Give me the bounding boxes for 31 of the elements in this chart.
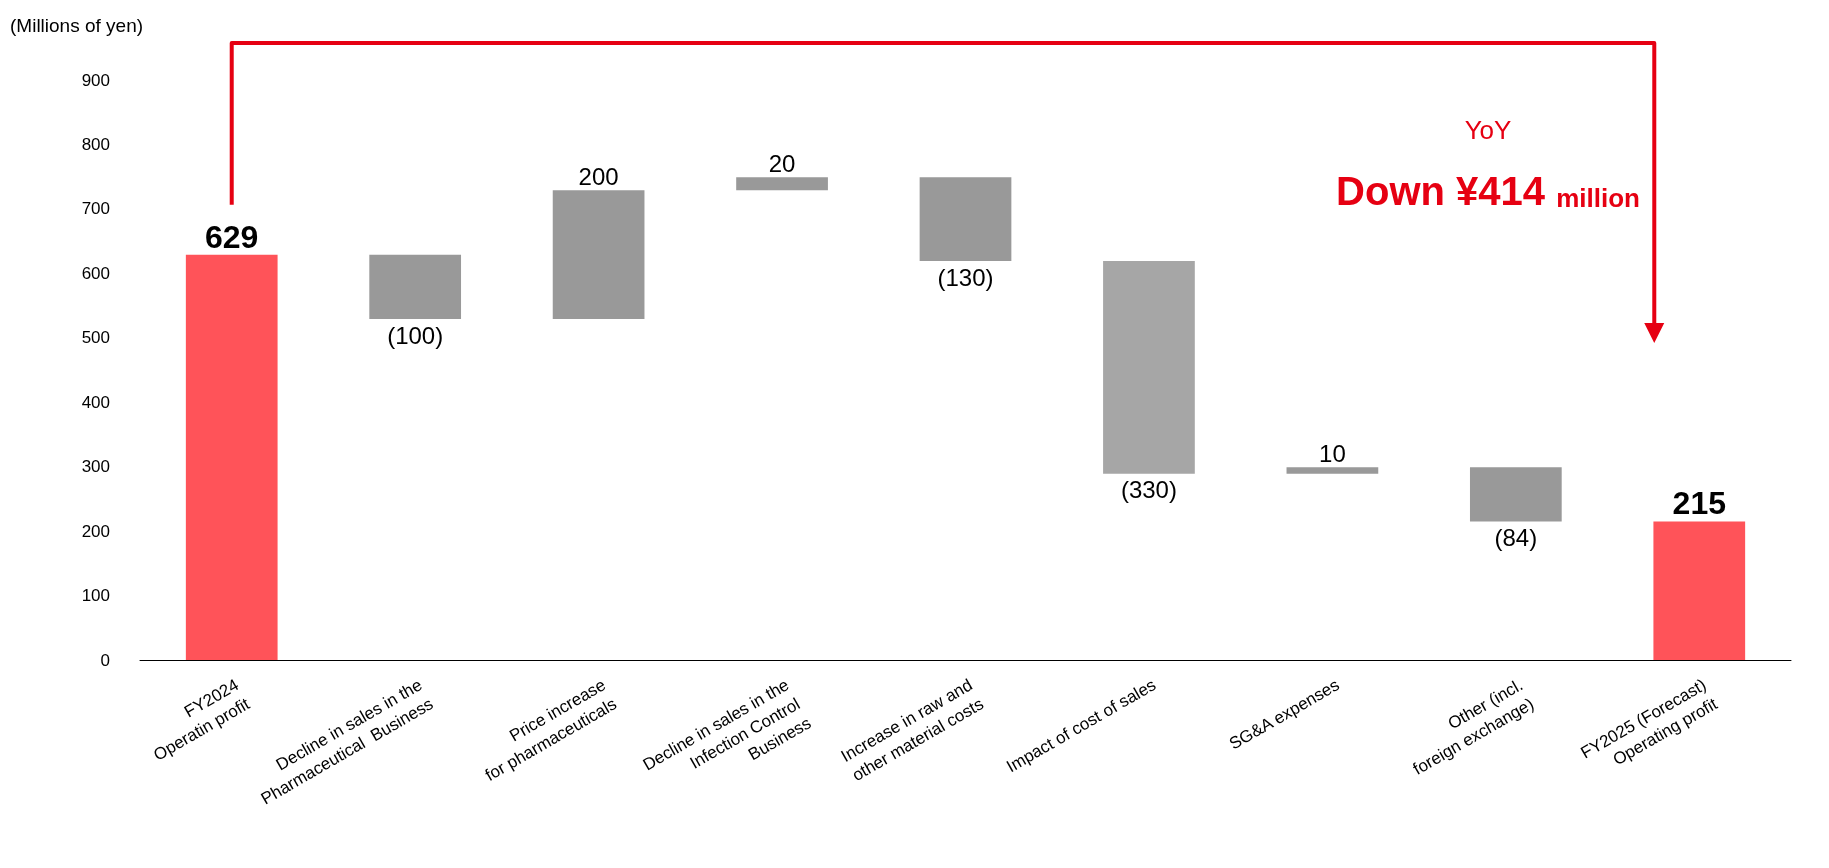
bar bbox=[736, 177, 828, 191]
bar bbox=[919, 177, 1012, 262]
y-tick-label: 500 bbox=[81, 328, 110, 348]
y-tick-label: 700 bbox=[81, 199, 110, 219]
data-label: (330) bbox=[1120, 476, 1177, 504]
data-label: 20 bbox=[768, 149, 796, 177]
bar bbox=[1286, 467, 1379, 474]
y-tick-label: 200 bbox=[81, 521, 110, 541]
y-tick-label: 900 bbox=[81, 70, 110, 90]
data-label: 200 bbox=[578, 162, 619, 190]
bar bbox=[1103, 261, 1195, 474]
annotation: Down ¥414 million bbox=[1336, 169, 1640, 213]
data-label: 215 bbox=[1672, 485, 1726, 522]
data-label: (130) bbox=[937, 263, 994, 291]
data-label: 10 bbox=[1319, 439, 1346, 467]
bar bbox=[185, 254, 278, 660]
y-tick-label: 100 bbox=[81, 586, 110, 606]
y-tick-label: 400 bbox=[81, 392, 110, 412]
y-tick-label: 0 bbox=[100, 650, 110, 670]
y-axis-title: (Millions of yen) bbox=[10, 15, 144, 36]
bar bbox=[552, 190, 645, 320]
bar bbox=[1469, 467, 1562, 522]
y-tick-label: 800 bbox=[81, 134, 110, 154]
data-label: (84) bbox=[1494, 523, 1538, 551]
data-label: 629 bbox=[205, 218, 259, 255]
y-tick-label: 300 bbox=[81, 457, 110, 477]
annotation: YoY bbox=[1464, 115, 1512, 145]
bar bbox=[369, 254, 462, 320]
data-label: (100) bbox=[387, 321, 444, 349]
bar bbox=[1653, 521, 1746, 660]
y-tick-label: 600 bbox=[81, 263, 110, 283]
